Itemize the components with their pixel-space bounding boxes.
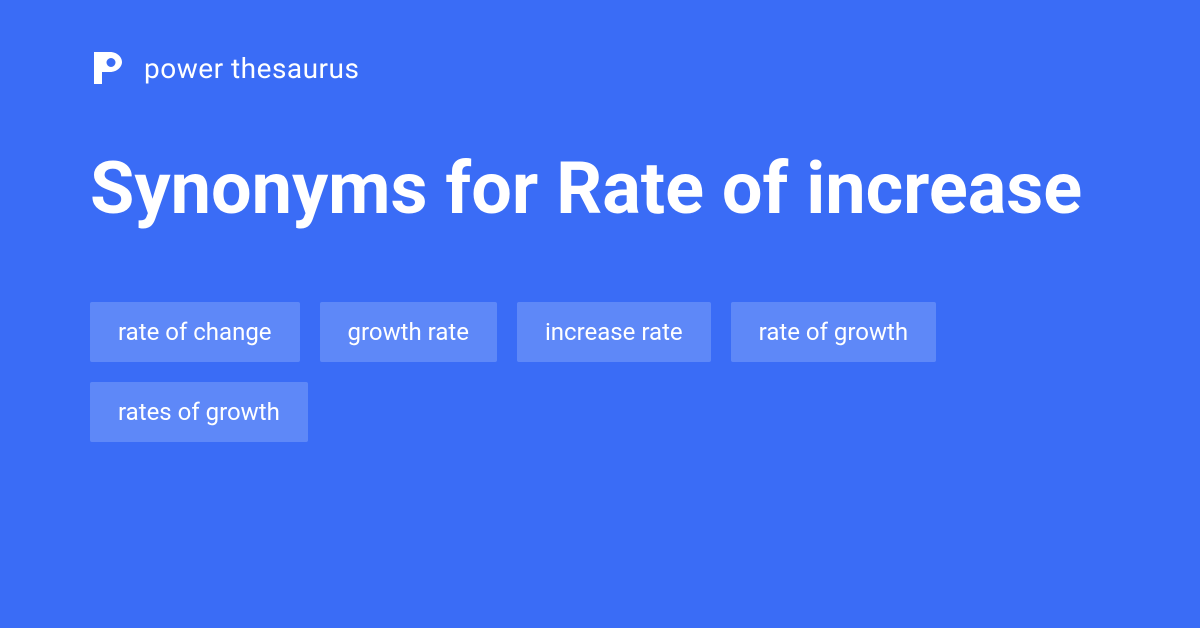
card-container: power thesaurus Synonyms for Rate of inc… <box>0 0 1200 628</box>
synonym-chips: rate of change growth rate increase rate… <box>90 302 1110 442</box>
synonym-chip[interactable]: increase rate <box>517 302 711 362</box>
synonym-chip[interactable]: growth rate <box>320 302 497 362</box>
synonym-chip[interactable]: rate of change <box>90 302 300 362</box>
brand-logo-icon <box>90 50 126 86</box>
page-title: Synonyms for Rate of increase <box>90 146 1110 232</box>
synonym-chip[interactable]: rate of growth <box>731 302 936 362</box>
brand-row: power thesaurus <box>90 50 1110 86</box>
synonym-chip[interactable]: rates of growth <box>90 382 308 442</box>
brand-name: power thesaurus <box>144 52 359 85</box>
